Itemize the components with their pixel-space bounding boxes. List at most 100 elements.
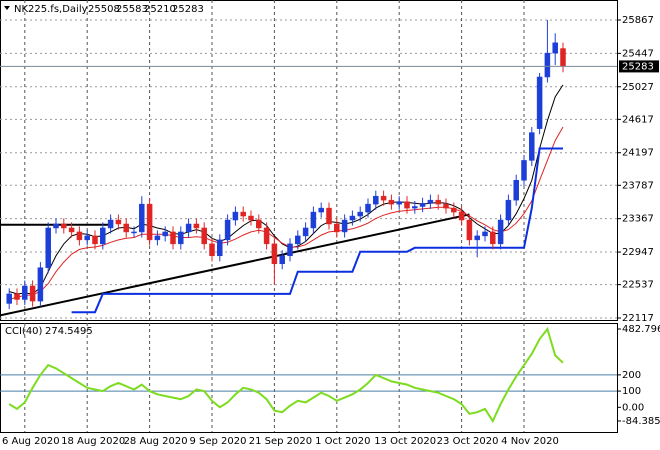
chart-title: NK225.fs,Daily bbox=[14, 4, 88, 15]
trend-line bbox=[0, 213, 470, 317]
current-price-box bbox=[619, 60, 659, 73]
candle-body bbox=[123, 223, 129, 233]
y-tick-label: 22117 bbox=[622, 313, 654, 324]
candle-body bbox=[37, 267, 44, 302]
candle-body bbox=[310, 211, 317, 229]
candle-body bbox=[100, 227, 106, 245]
candle-body bbox=[419, 203, 426, 207]
candle-body bbox=[295, 235, 301, 245]
candle-body bbox=[271, 243, 278, 264]
candle-body bbox=[256, 219, 262, 229]
candle-body bbox=[482, 231, 488, 237]
candle-body bbox=[115, 219, 122, 225]
candle-body bbox=[302, 227, 309, 237]
candle-body bbox=[14, 293, 20, 300]
y-tick-label: 200 bbox=[622, 370, 641, 381]
candle-body bbox=[412, 206, 418, 209]
candle-body bbox=[427, 199, 434, 204]
candle-body bbox=[61, 223, 67, 229]
current-price-label: 25283 bbox=[622, 61, 654, 72]
candle-body bbox=[6, 293, 12, 304]
candle-body bbox=[107, 219, 114, 229]
y-tick-label: 22537 bbox=[622, 280, 654, 291]
candle-body bbox=[560, 48, 566, 67]
candle-body bbox=[178, 231, 184, 245]
y-tick-label: 22947 bbox=[622, 247, 654, 258]
x-tick-label: 13 Oct 2020 bbox=[374, 436, 436, 447]
candle-body bbox=[287, 243, 293, 257]
candle-body bbox=[552, 42, 558, 54]
candle-body bbox=[22, 285, 28, 300]
candle-body bbox=[263, 227, 270, 245]
candle-body bbox=[466, 219, 473, 241]
candle-body bbox=[365, 203, 371, 213]
y-tick-label: 24617 bbox=[622, 114, 654, 125]
x-tick-label: 1 Oct 2020 bbox=[315, 436, 370, 447]
y-tick-label: 0.00 bbox=[622, 402, 644, 413]
y-tick-label: 25447 bbox=[622, 48, 654, 59]
candle-body bbox=[349, 215, 356, 221]
candle-body bbox=[451, 207, 457, 213]
y-tick-label: 23367 bbox=[622, 214, 654, 225]
high-value: 25583 bbox=[116, 4, 148, 15]
candle-body bbox=[536, 76, 543, 129]
low-value: 25210 bbox=[144, 4, 176, 15]
candle-body bbox=[193, 223, 200, 229]
candle-body bbox=[490, 231, 496, 245]
candle-body bbox=[232, 211, 239, 221]
candle-body bbox=[201, 227, 207, 245]
candle-body bbox=[521, 160, 527, 181]
candle-body bbox=[334, 223, 340, 233]
x-tick-label: 9 Sep 2020 bbox=[189, 436, 246, 447]
candle-body bbox=[92, 235, 98, 245]
y-tick-label: 482.7966 bbox=[622, 324, 660, 335]
candle-body bbox=[505, 199, 512, 221]
indicator-value: 274.5495 bbox=[45, 326, 93, 337]
candle-body bbox=[458, 211, 465, 221]
candle-body bbox=[357, 211, 363, 217]
y-tick-label: 25027 bbox=[622, 82, 654, 93]
candle-body bbox=[53, 223, 59, 229]
candle-body bbox=[146, 203, 153, 241]
candle-body bbox=[162, 231, 168, 237]
candle-body bbox=[513, 180, 519, 201]
candle-body bbox=[474, 235, 480, 241]
y-tick-label: -84.3857 bbox=[622, 416, 660, 427]
candle-body bbox=[68, 227, 75, 233]
y-tick-label: 23787 bbox=[622, 180, 654, 191]
candle-body bbox=[84, 235, 90, 241]
open-value: 25508 bbox=[88, 4, 120, 15]
x-tick-label: 4 Nov 2020 bbox=[501, 436, 559, 447]
candle-body bbox=[443, 203, 449, 209]
candle-body bbox=[29, 285, 36, 302]
indicator-line bbox=[71, 147, 563, 314]
panel-frame bbox=[0, 323, 618, 433]
candle-body bbox=[544, 52, 551, 78]
close-value: 25283 bbox=[172, 4, 204, 15]
x-tick-label: 23 Oct 2020 bbox=[437, 436, 499, 447]
candle-body bbox=[240, 211, 246, 217]
indicator-title: CCI(40) bbox=[5, 326, 43, 337]
candle-body bbox=[497, 219, 504, 245]
candle-body bbox=[529, 132, 535, 161]
candle-body bbox=[209, 243, 215, 257]
indicator-line bbox=[9, 126, 564, 300]
x-tick-label: 28 Aug 2020 bbox=[124, 436, 188, 447]
candle-body bbox=[326, 207, 332, 225]
candle-body bbox=[185, 223, 192, 233]
candle-body bbox=[341, 219, 348, 233]
candle-body bbox=[224, 219, 231, 241]
candle-body bbox=[248, 215, 254, 221]
x-tick-label: 21 Sep 2020 bbox=[249, 436, 312, 447]
candle-body bbox=[139, 203, 145, 233]
indicator-line bbox=[8, 326, 564, 424]
candle-body bbox=[373, 195, 379, 205]
y-tick-label: 100 bbox=[622, 386, 641, 397]
menu-arrow[interactable] bbox=[4, 6, 10, 10]
y-tick-label: 24197 bbox=[622, 148, 654, 159]
candle-body bbox=[170, 231, 176, 245]
y-tick-label: 25867 bbox=[622, 15, 654, 26]
candle-body bbox=[131, 231, 137, 234]
candle-body bbox=[318, 207, 324, 213]
